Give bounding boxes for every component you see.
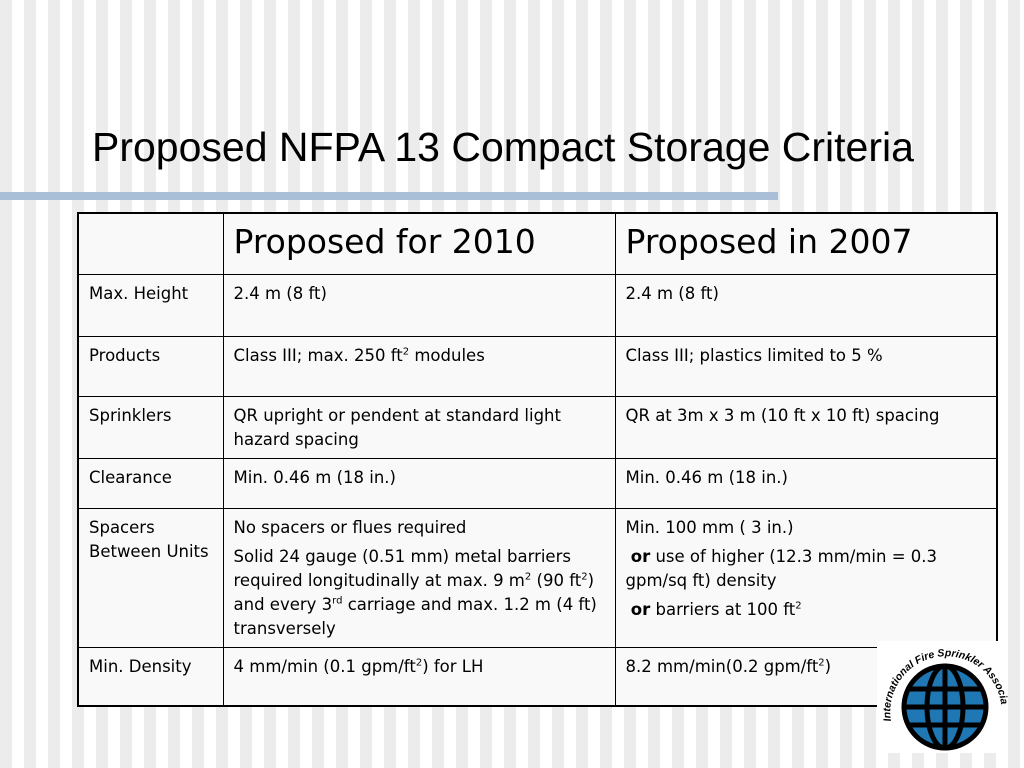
slide-title: Proposed NFPA 13 Compact Storage Criteri…	[92, 124, 914, 170]
text-run: ) for LH	[422, 657, 484, 676]
row-label-max-height: Max. Height	[77, 274, 224, 337]
text-run: ) and every 3	[233, 571, 595, 614]
superscript: 2	[415, 657, 423, 669]
globe-icon: International Fire Sprinkler Association…	[874, 632, 1010, 753]
header-blank-cell	[77, 212, 224, 275]
row-label-sprinklers: Sprinklers	[77, 396, 224, 459]
title-underline	[0, 192, 778, 200]
header-proposed-2010: Proposed for 2010	[222, 212, 616, 275]
superscript: rd	[332, 595, 343, 607]
cell-2010-sprinklers: QR upright or pendent at standard light …	[222, 396, 616, 459]
header-proposed-2007: Proposed in 2007	[614, 212, 998, 275]
text-run: (90 ft	[531, 571, 582, 590]
table-row: Clearance Min. 0.46 m (18 in.) Min. 0.46…	[77, 458, 998, 509]
cell-2010-max-height: 2.4 m (8 ft)	[222, 274, 616, 337]
superscript: 2	[402, 346, 410, 358]
table-row: Min. Density 4 mm/min (0.1 gpm/ft2) for …	[77, 647, 998, 706]
or-keyword: or	[630, 547, 651, 566]
spacers-2007-line3: or barriers at 100 ft2	[626, 598, 987, 622]
cell-2010-spacers: No spacers or flues required Solid 24 ga…	[222, 508, 616, 648]
cell-2007-sprinklers: QR at 3m x 3 m (10 ft x 10 ft) spacing	[614, 396, 998, 459]
text-run: carriage and max. 1.2 m (4 ft) transvers…	[233, 595, 597, 638]
cell-2007-products: Class III; plastics limited to 5 %	[614, 336, 998, 397]
row-label-spacers: Spacers Between Units	[77, 508, 224, 648]
row-label-products: Products	[77, 336, 224, 397]
spacers-2007-line2: or use of higher (12.3 mm/min = 0.3 gpm/…	[626, 545, 987, 593]
products-2010-text: Class III; max. 250 ft	[233, 346, 403, 365]
text-run: use of higher (12.3 mm/min = 0.3 gpm/sq …	[625, 547, 938, 590]
table-row: Sprinklers QR upright or pendent at stan…	[77, 396, 998, 459]
cell-2010-clearance: Min. 0.46 m (18 in.)	[222, 458, 616, 509]
cell-2007-spacers: Min. 100 mm ( 3 in.) or use of higher (1…	[614, 508, 998, 648]
table-row: Spacers Between Units No spacers or flue…	[77, 508, 998, 648]
cell-2007-max-height: 2.4 m (8 ft)	[614, 274, 998, 337]
spacers-2010-line2: Solid 24 gauge (0.51 mm) metal barriers …	[234, 545, 605, 641]
row-label-clearance: Clearance	[77, 458, 224, 509]
cell-2010-products: Class III; max. 250 ft2 modules	[222, 336, 616, 397]
superscript: 2	[581, 571, 588, 583]
table-row: Max. Height 2.4 m (8 ft) 2.4 m (8 ft)	[77, 274, 998, 337]
or-keyword: or	[630, 600, 651, 619]
text-run: )	[824, 657, 832, 676]
table-header-row: Proposed for 2010 Proposed in 2007	[77, 212, 998, 275]
text-run: 8.2 mm/min(0.2 gpm/ft	[625, 657, 819, 676]
superscript: 2	[524, 571, 532, 583]
criteria-table: Proposed for 2010 Proposed in 2007 Max. …	[77, 212, 998, 707]
row-label-min-density: Min. Density	[77, 647, 224, 706]
text-run: 4 mm/min (0.1 gpm/ft	[233, 657, 416, 676]
superscript: 2	[795, 600, 802, 612]
spacers-2007-line1: Min. 100 mm ( 3 in.)	[625, 518, 794, 537]
spacers-2010-line1: No spacers or flues required	[233, 518, 467, 537]
table-row: Products Class III; max. 250 ft2 modules…	[77, 336, 998, 397]
superscript: 2	[818, 657, 825, 669]
cell-2007-clearance: Min. 0.46 m (18 in.)	[614, 458, 998, 509]
text-run: Solid 24 gauge (0.51 mm) metal barriers …	[233, 547, 571, 590]
text-run: barriers at 100 ft	[650, 600, 796, 619]
cell-2010-min-density: 4 mm/min (0.1 gpm/ft2) for LH	[222, 647, 616, 706]
ifsa-logo: International Fire Sprinkler Association…	[874, 632, 1010, 753]
products-2010-suffix: modules	[409, 346, 485, 365]
